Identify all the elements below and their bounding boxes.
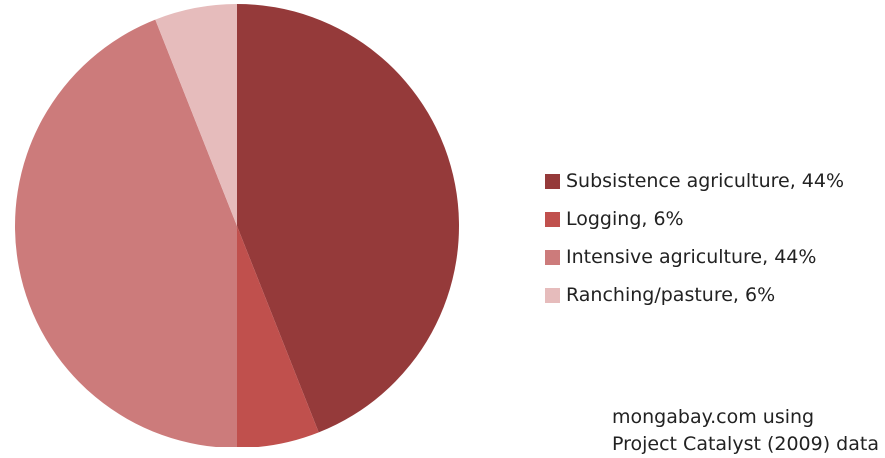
pie-slice-ranching-pasture [155,4,237,226]
source-line-1: mongabay.com using [612,406,815,428]
legend-label: Intensive agriculture, 44% [566,246,817,268]
pie-slices [15,4,460,447]
pie-slice-logging [237,226,319,447]
legend-label: Logging, 6% [566,208,684,230]
legend-swatch [545,173,560,189]
legend-swatch [545,249,560,265]
legend: Subsistence agriculture, 44% Logging, 6% I… [545,162,844,314]
legend-item: Intensive agriculture, 44% [545,238,844,276]
legend-swatch [545,211,560,227]
legend-swatch [545,287,560,303]
pie-slice-subsistence-agriculture [237,4,460,433]
legend-label: Ranching/pasture, 6% [566,284,776,306]
pie-slice-intensive-agriculture [15,19,237,447]
legend-item: Ranching/pasture, 6% [545,276,844,314]
source-note: mongabay.com using Project Catalyst (200… [612,404,879,458]
pie-chart [15,4,460,447]
source-line-2: Project Catalyst (2009) data [612,433,879,455]
legend-item: Subsistence agriculture, 44% [545,162,844,200]
legend-item: Logging, 6% [545,200,844,238]
legend-label: Subsistence agriculture, 44% [566,170,845,192]
